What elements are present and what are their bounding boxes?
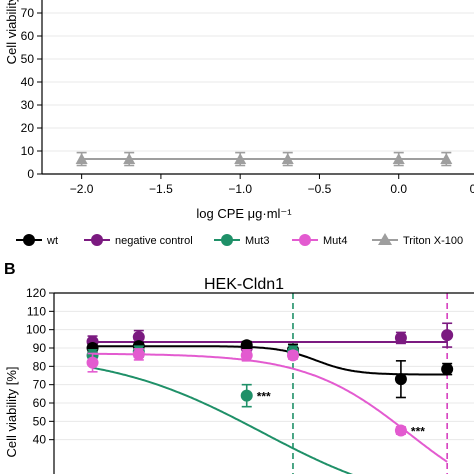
mut4-point: [394, 424, 407, 437]
mut3-fit-curve: [92, 366, 354, 474]
panel-b-y-tick-label: 70: [33, 378, 47, 392]
panel-a-x-tick-label: 0.0: [390, 182, 407, 196]
triton-x-100-point: [75, 153, 88, 165]
panel-b-y-tick-label: 100: [26, 323, 46, 337]
mut4-fit-curve: [92, 352, 448, 463]
triton-x-100-point: [392, 153, 405, 165]
panel-b-label: B: [4, 261, 16, 278]
panel-b-y-tick-label: 120: [26, 286, 46, 300]
panel-a-x-tick-label: 0.5: [470, 182, 474, 196]
mut4-point: [132, 348, 145, 361]
panel-a-y-tick-label: 10: [21, 144, 35, 158]
panel-a-x-axis-label: log CPE μg·ml⁻¹: [196, 206, 292, 221]
panel-a-x-tick-label: −0.5: [308, 182, 332, 196]
panel-a-y-tick-label: 50: [21, 52, 35, 66]
wt-point: [394, 373, 407, 386]
panel-a-y-tick-label: 20: [21, 121, 35, 135]
legend-label-mut4: Mut4: [323, 235, 347, 247]
wt-point: [240, 339, 253, 352]
wt-fit-curve: [92, 345, 448, 376]
panel-b-y-tick-label: 60: [33, 396, 47, 410]
panel-b-y-tick-label: 40: [33, 433, 47, 447]
panel-a-y-tick-label: 40: [21, 75, 35, 89]
mut4-point: [240, 349, 253, 362]
panel-b-y-tick-label: 50: [33, 414, 47, 428]
legend-marker-mut3: [221, 234, 233, 246]
panel-a-y-tick-label: 70: [21, 6, 35, 20]
panel-a-y-tick-label: 30: [21, 98, 35, 112]
triton-x-100-point: [234, 153, 247, 165]
legend-label-negative-control: negative control: [115, 235, 193, 247]
legend-label-wt: wt: [46, 235, 58, 247]
wt-point: [441, 363, 454, 376]
panel-b-y-tick-label: 90: [33, 341, 47, 355]
panel-a-y-tick-label: 0: [27, 167, 34, 181]
legend-marker-triton-x-100: [378, 233, 392, 245]
legend-marker-mut4: [299, 234, 311, 246]
legend-label-mut3: Mut3: [245, 235, 269, 247]
negative-control-point: [132, 331, 145, 343]
legend-marker-negative-control: [91, 234, 103, 246]
panel-b-y-axis-label: Cell viability [%]: [4, 366, 19, 457]
panel-b: B HEK-Cldn1 *** *** 40 50 60 70 80 90 100 110 120…: [4, 261, 474, 474]
mut4-point: [286, 349, 299, 362]
legend: wt negative control Mut3 Mut4 Triton X-100: [16, 233, 463, 247]
panel-a-x-tick-label: −1.0: [228, 182, 252, 196]
panel-a-x-tick-label: −2.0: [70, 182, 94, 196]
panel-a-y-axis-label: Cell viability: [4, 0, 19, 64]
negative-control-point: [394, 331, 407, 344]
legend-marker-wt: [23, 234, 35, 246]
panel-a-x-tick-label: −1.5: [149, 182, 173, 196]
panel-a-y-tick-label: 60: [21, 29, 35, 43]
significance-annotation: ***: [411, 425, 425, 439]
panel-b-title: HEK-Cldn1: [204, 276, 284, 293]
panel-b-y-tick-label: 110: [27, 304, 46, 318]
mut3-point: [240, 389, 253, 402]
panel-a: 0 10 20 30 40 50 60 70 −2.0 −1.5 −1.0 −0.5 0.0 0.5 lo…: [4, 0, 474, 221]
legend-label-triton-x-100: Triton X-100: [403, 235, 463, 247]
significance-annotation: ***: [257, 390, 271, 404]
negative-control-point: [441, 329, 454, 342]
mut4-point: [86, 356, 99, 369]
triton-x-100-point: [123, 153, 136, 165]
panel-b-y-tick-label: 80: [33, 359, 47, 373]
triton-x-100-point: [281, 153, 294, 165]
triton-x-100-point: [440, 153, 453, 165]
